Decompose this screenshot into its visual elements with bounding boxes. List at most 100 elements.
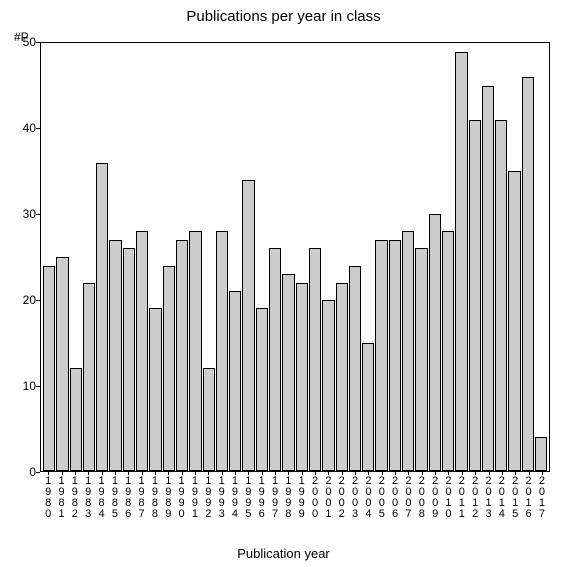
bar [109,240,121,471]
bar [149,308,161,471]
x-tick: 1997 [269,472,281,532]
y-tick-label: 10 [23,379,36,393]
bar [375,240,387,471]
bar [322,300,334,471]
x-tick: 1999 [296,472,308,532]
bar [242,180,254,471]
x-tick: 2017 [536,472,548,532]
bar [469,120,481,471]
bar [429,214,441,471]
x-tick-label: 1994 [230,476,240,520]
x-tick: 1980 [42,472,54,532]
chart-title: Publications per year in class [0,8,567,25]
x-tick: 1988 [149,472,161,532]
x-tick-label: 1998 [283,476,293,520]
x-tick: 1982 [69,472,81,532]
y-tick-label: 0 [29,465,36,479]
bar [136,231,148,471]
x-tick: 2005 [376,472,388,532]
x-tick-label: 2016 [524,476,534,520]
x-tick: 1993 [215,472,227,532]
x-tick-label: 2004 [363,476,373,520]
x-tick: 2001 [322,472,334,532]
x-tick: 2010 [442,472,454,532]
x-tick: 1996 [256,472,268,532]
x-tick: 1984 [95,472,107,532]
x-tick: 1983 [82,472,94,532]
x-tick: 2013 [482,472,494,532]
publications-chart: Publications per year in class #P 010203… [0,0,567,567]
x-tick: 2009 [429,472,441,532]
bar [415,248,427,471]
x-tick-label: 2010 [443,476,453,520]
x-tick-label: 2008 [417,476,427,520]
x-tick-label: 2005 [377,476,387,520]
bar [309,248,321,471]
bar [83,283,95,471]
x-tick-label: 1985 [110,476,120,520]
x-tick-label: 1986 [123,476,133,520]
x-tick-label: 1982 [70,476,80,520]
x-tick-label: 1995 [243,476,253,520]
x-tick: 2002 [336,472,348,532]
bar [362,343,374,471]
x-tick: 2004 [362,472,374,532]
bar [336,283,348,471]
x-tick-label: 2011 [457,476,467,520]
bar [442,231,454,471]
y-axis-ticks: 01020304050 [0,42,40,472]
x-axis-label: Publication year [0,546,567,561]
bar [455,52,467,471]
x-tick-label: 2000 [310,476,320,520]
x-tick-label: 1988 [150,476,160,520]
x-tick: 2003 [349,472,361,532]
x-tick: 2015 [509,472,521,532]
bar [70,368,82,471]
x-tick: 1986 [122,472,134,532]
bar [349,266,361,471]
x-tick: 2008 [416,472,428,532]
x-tick: 1981 [55,472,67,532]
bar [56,257,68,471]
x-tick: 1987 [135,472,147,532]
bar [123,248,135,471]
x-tick: 1998 [282,472,294,532]
x-tick: 1991 [189,472,201,532]
x-tick: 2006 [389,472,401,532]
bar [389,240,401,471]
x-tick-label: 1999 [297,476,307,520]
x-tick-label: 1983 [83,476,93,520]
x-tick: 2007 [402,472,414,532]
plot-area [40,42,550,472]
x-tick-label: 2013 [484,476,494,520]
y-tick-label: 50 [23,35,36,49]
x-tick-label: 1993 [217,476,227,520]
x-tick-label: 2003 [350,476,360,520]
x-tick-label: 1984 [97,476,107,520]
x-tick-label: 2007 [403,476,413,520]
x-tick: 1990 [175,472,187,532]
x-tick-label: 2006 [390,476,400,520]
x-tick: 2011 [456,472,468,532]
x-tick-label: 2002 [337,476,347,520]
x-tick-label: 2017 [537,476,547,520]
bar [535,437,547,471]
bar [176,240,188,471]
bar [522,77,534,471]
bar [495,120,507,471]
x-tick-label: 1980 [43,476,53,520]
x-tick-label: 2001 [323,476,333,520]
bar [229,291,241,471]
x-tick-label: 2012 [470,476,480,520]
bar [402,231,414,471]
bar [163,266,175,471]
x-tick: 1992 [202,472,214,532]
x-tick: 2000 [309,472,321,532]
y-tick-label: 40 [23,121,36,135]
bar [189,231,201,471]
x-tick: 1995 [242,472,254,532]
bar [508,171,520,471]
x-tick-label: 1996 [257,476,267,520]
x-tick: 2012 [469,472,481,532]
x-tick: 1989 [162,472,174,532]
